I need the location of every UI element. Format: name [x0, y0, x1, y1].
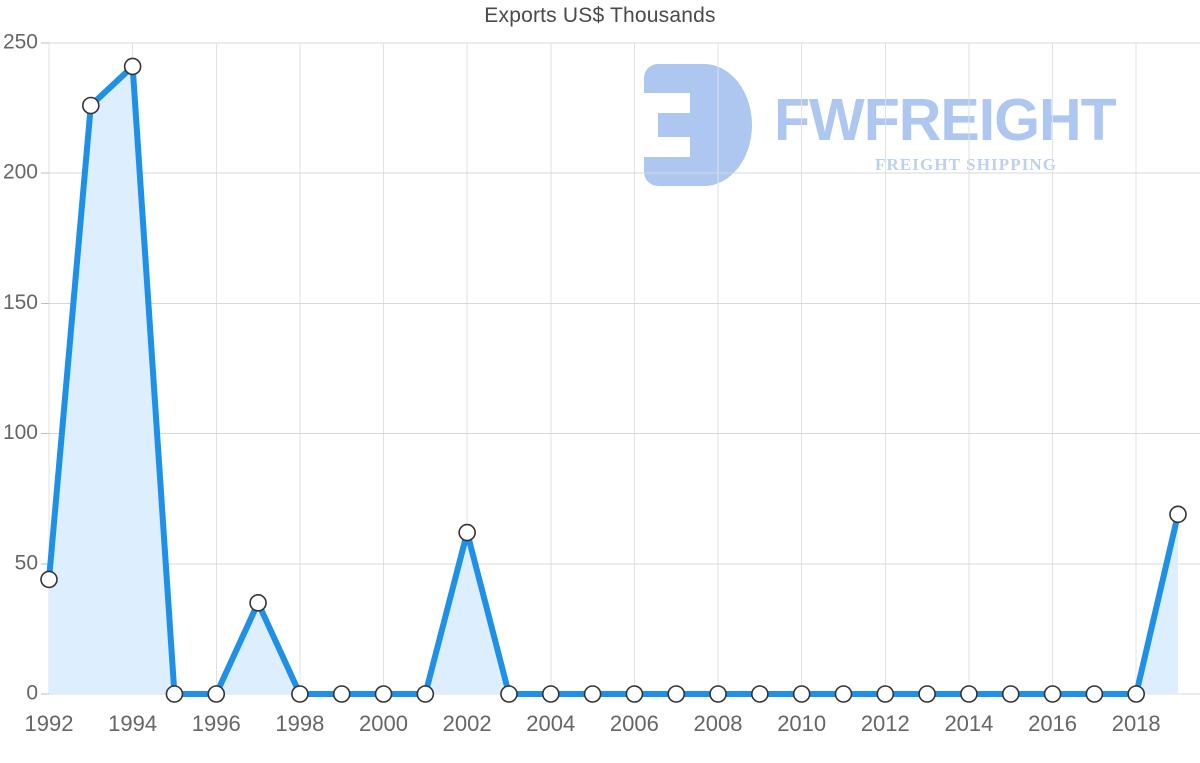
data-point-marker[interactable] [123, 57, 142, 76]
horizontal-gridlines [49, 42, 1200, 695]
data-point-marker[interactable] [82, 96, 100, 115]
x-tick-label: 2012 [861, 711, 910, 736]
data-point-marker[interactable] [792, 685, 811, 703]
x-tick-label: 2002 [443, 711, 492, 736]
y-tick-label: 0 [26, 682, 38, 705]
data-point-marker[interactable] [1043, 685, 1062, 703]
chart-title: Exports US$ Thousands [484, 4, 716, 27]
x-axis-ticks: 1992 1994 1996 1998 2000 2002 2004 2006 2008 2010… [25, 711, 1161, 736]
data-point-marker[interactable] [458, 523, 476, 542]
data-point-marker[interactable] [960, 685, 978, 703]
data-point-marker[interactable] [374, 685, 393, 703]
x-tick-label: 1992 [25, 711, 74, 736]
data-point-marker[interactable] [667, 685, 686, 703]
data-point-marker[interactable] [918, 685, 936, 703]
data-point-marker[interactable] [709, 685, 727, 703]
data-point-marker[interactable] [1085, 685, 1104, 703]
data-point-marker[interactable] [541, 685, 560, 703]
x-tick-label: 2016 [1028, 711, 1077, 736]
x-tick-label: 2010 [777, 711, 826, 736]
x-tick-label: 1998 [275, 711, 324, 736]
y-tick-label: 100 [3, 421, 38, 444]
data-point-marker[interactable] [876, 685, 895, 703]
x-tick-label: 2004 [526, 711, 575, 736]
area-fill [49, 66, 1178, 694]
data-point-marker[interactable] [207, 685, 226, 703]
x-tick-label: 1994 [108, 711, 157, 736]
y-tick-label: 200 [3, 161, 38, 184]
data-point-marker[interactable] [416, 685, 435, 703]
data-point-marker[interactable] [834, 685, 853, 703]
y-tick-label: 50 [15, 551, 38, 574]
data-point-marker[interactable] [40, 570, 58, 589]
x-tick-label: 1996 [192, 711, 241, 736]
data-point-marker[interactable] [291, 685, 309, 703]
data-point-marker[interactable] [165, 685, 184, 703]
y-tick-label: 150 [3, 291, 38, 314]
data-point-marker[interactable] [1127, 685, 1145, 703]
data-point-markers [40, 57, 1187, 703]
y-tick-label: 250 [3, 31, 38, 54]
data-point-marker[interactable] [751, 685, 769, 703]
vertical-gridlines [48, 43, 1137, 694]
data-point-marker[interactable] [1001, 685, 1020, 703]
x-tick-label: 2008 [694, 711, 743, 736]
x-tick-label: 2000 [359, 711, 408, 736]
x-tick-label: 2014 [944, 711, 993, 736]
data-point-marker[interactable] [583, 685, 602, 703]
x-tick-label: 2006 [610, 711, 659, 736]
data-point-marker[interactable] [625, 685, 644, 703]
data-point-marker[interactable] [1169, 505, 1187, 524]
x-tick-label: 2018 [1112, 711, 1161, 736]
data-point-marker[interactable] [500, 685, 518, 703]
data-point-marker[interactable] [332, 685, 351, 703]
data-point-marker[interactable] [249, 594, 267, 612]
series-line [46, 63, 1181, 697]
y-axis-ticks: 0 50 100 150 200 250 [3, 31, 49, 705]
